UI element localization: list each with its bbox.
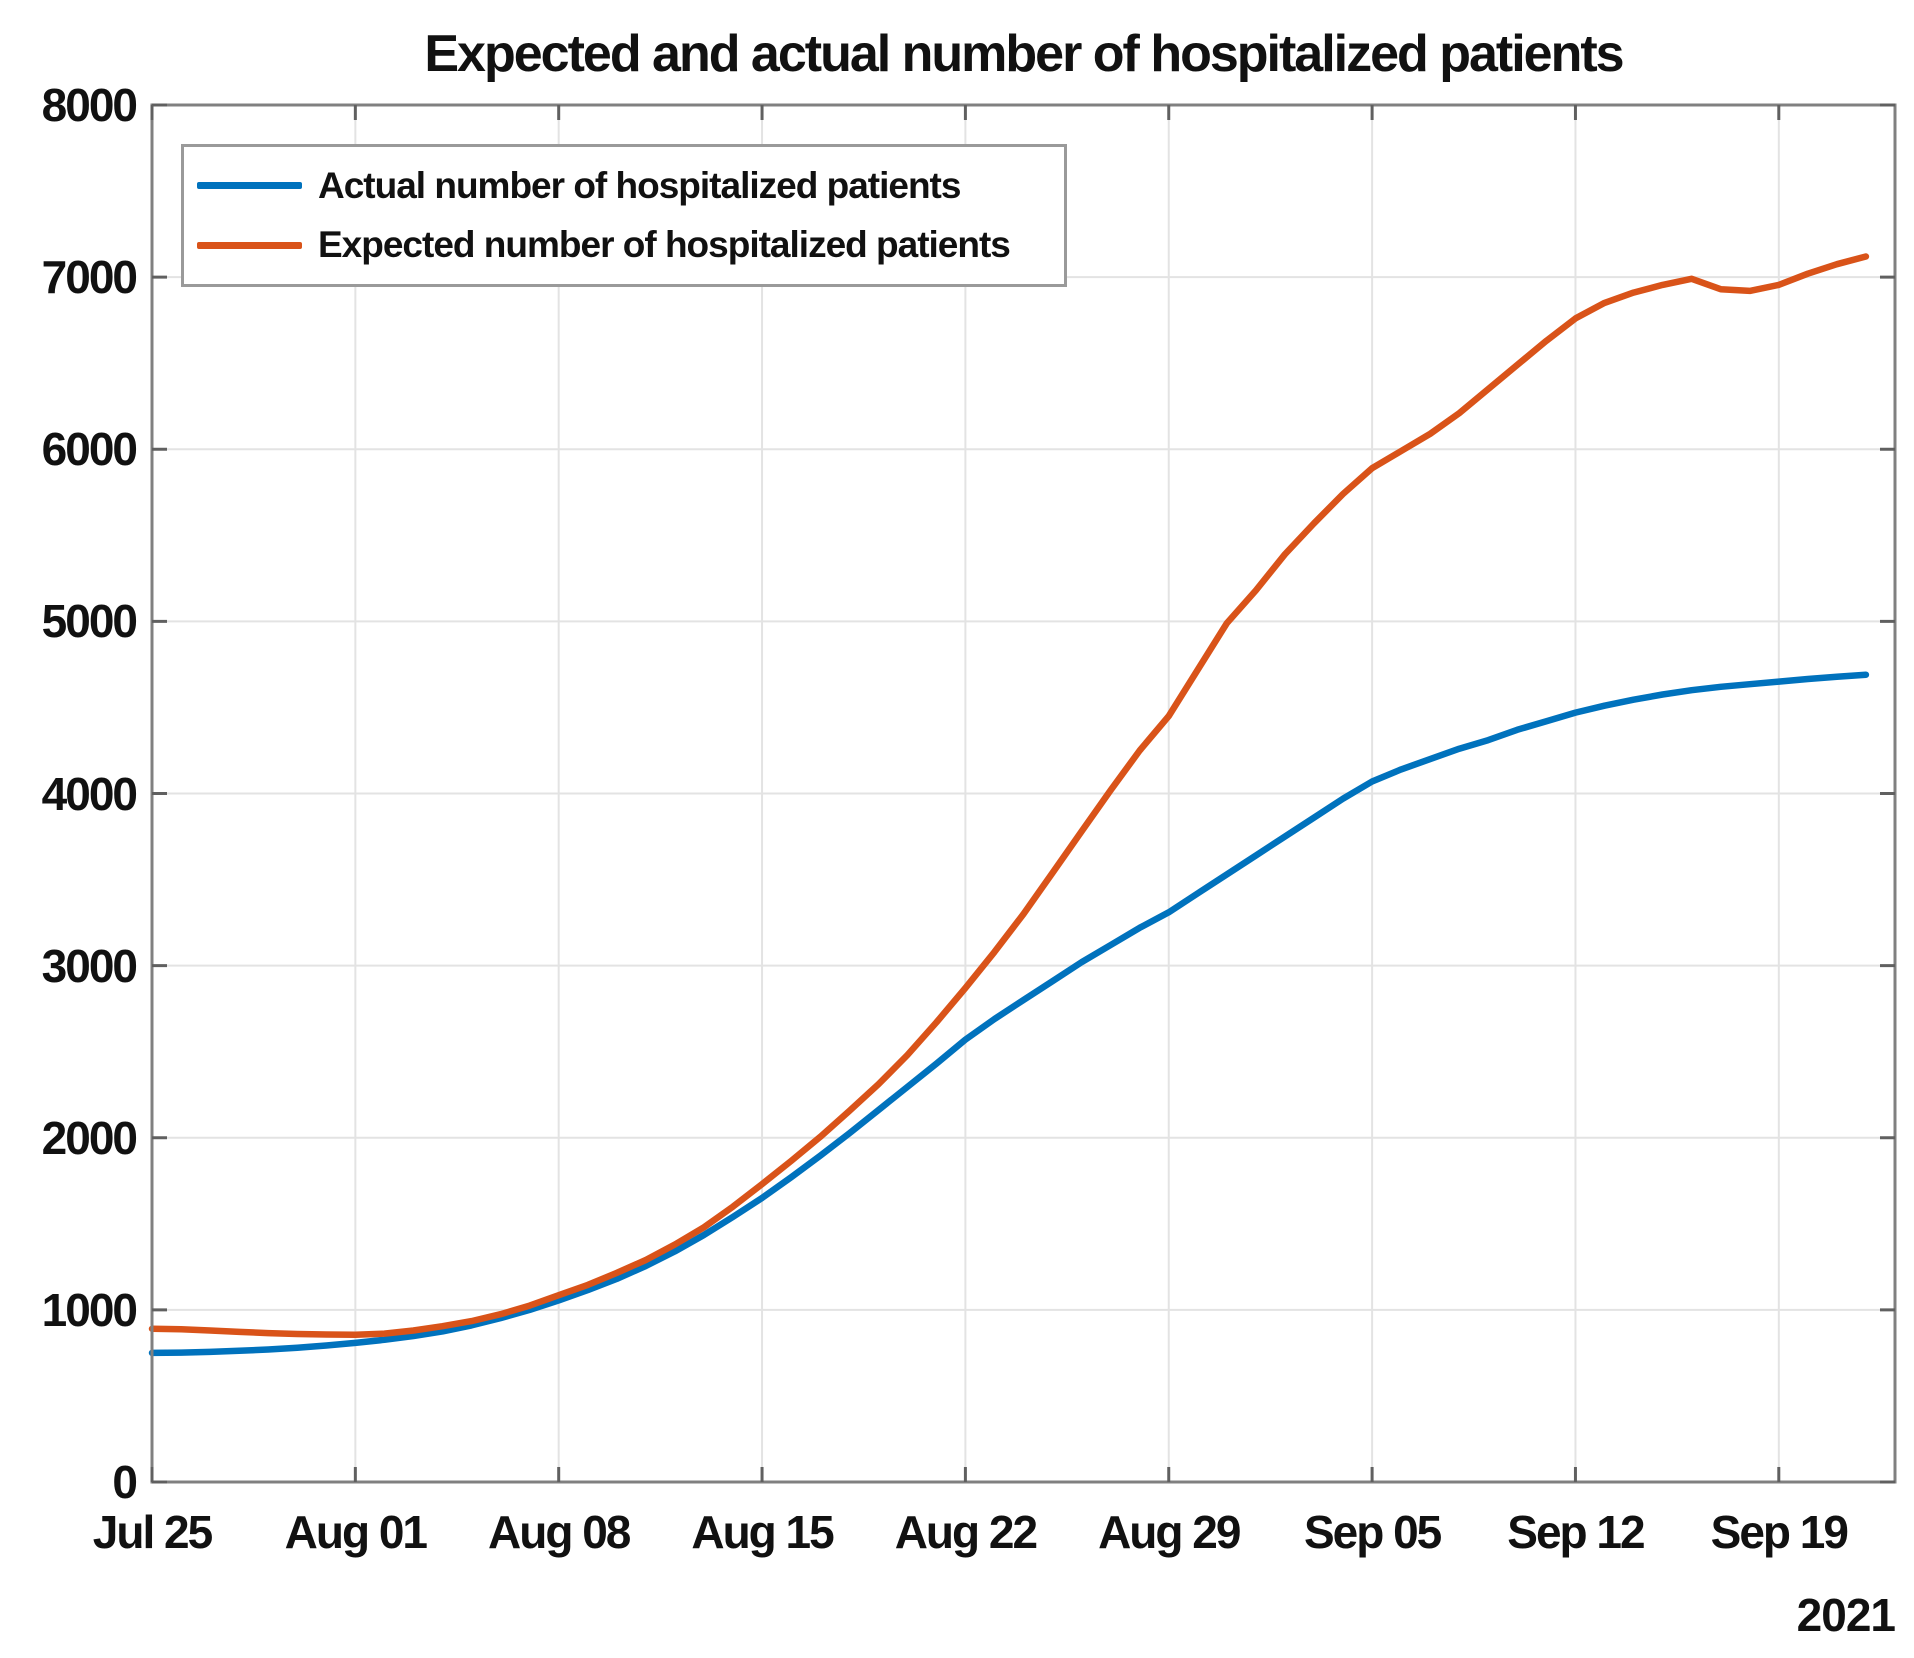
legend-label-actual: Actual number of hospitalized patients <box>318 164 961 206</box>
y-tick-label: 5000 <box>41 595 138 648</box>
legend-entry-actual: Actual number of hospitalized patients <box>197 165 1064 207</box>
x-tick-label: Aug 15 <box>691 1506 834 1558</box>
x-axis-year-label: 2021 <box>1796 1589 1896 1641</box>
chart-title: Expected and actual number of hospitaliz… <box>424 25 1624 83</box>
legend-entry-expected: Expected number of hospitalized patients <box>197 224 1064 266</box>
x-tick-label: Jul 25 <box>92 1506 213 1558</box>
legend-line-expected-icon <box>197 241 302 249</box>
expected-series-line <box>148 253 1870 1339</box>
x-tick-label: Aug 01 <box>284 1506 428 1558</box>
gridlines <box>152 105 1895 1482</box>
x-tick-label: Aug 22 <box>894 1506 1038 1558</box>
y-tick-label: 7000 <box>41 251 138 304</box>
x-tick-label: Sep 05 <box>1303 1506 1442 1558</box>
y-tick-label: 4000 <box>41 767 138 820</box>
y-tick-label: 6000 <box>41 423 138 476</box>
y-tick-label: 3000 <box>41 939 138 992</box>
x-tick-label: Aug 08 <box>488 1506 631 1558</box>
x-tick-label: Aug 29 <box>1098 1506 1241 1558</box>
actual-series-line <box>148 671 1870 1357</box>
axis-ticks <box>150 103 1895 1484</box>
y-tick-label: 2000 <box>41 1111 138 1164</box>
legend-label-expected: Expected number of hospitalized patients <box>318 224 1011 266</box>
x-tick-label: Sep 19 <box>1710 1506 1849 1558</box>
x-tick-label: Sep 12 <box>1507 1506 1645 1558</box>
y-tick-label: 0 <box>112 1456 138 1508</box>
legend-line-actual-icon <box>197 182 302 190</box>
legend: Actual number of hospitalized patients E… <box>181 144 1067 287</box>
y-tick-label: 8000 <box>41 79 138 131</box>
y-tick-label: 1000 <box>41 1283 138 1336</box>
